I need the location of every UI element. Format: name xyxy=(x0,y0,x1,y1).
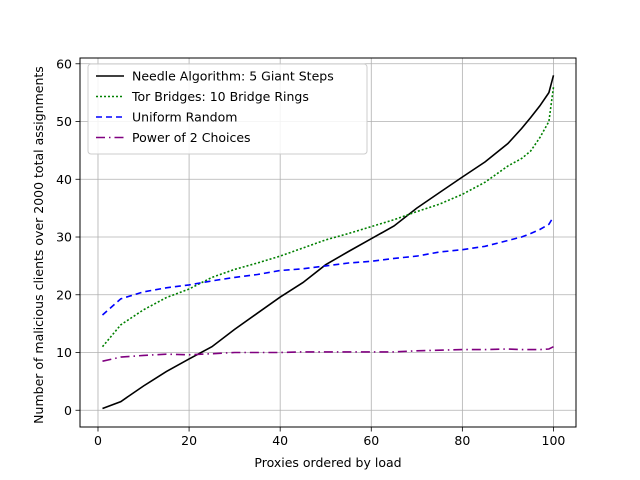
series-line-needle-algorithm-5-giant-steps xyxy=(102,75,555,410)
legend-box xyxy=(87,63,368,155)
legend-label: Tor Bridges: 10 Bridge Rings xyxy=(131,89,309,104)
x-tick-label: 40 xyxy=(272,433,288,448)
legend: Needle Algorithm: 5 Giant Steps Tor Bridg… xyxy=(87,63,368,155)
plot-frame xyxy=(79,57,577,428)
y-tick-label: 30 xyxy=(56,230,72,245)
legend-label: Power of 2 Choices xyxy=(132,130,251,145)
y-tick-label: 40 xyxy=(56,172,72,187)
x-tick-label: 80 xyxy=(454,433,470,448)
series-line-uniform-random xyxy=(101,216,555,316)
series-line-power-of-2-choices xyxy=(102,345,554,362)
y-tick-label: 0 xyxy=(64,403,72,418)
series-lines xyxy=(101,75,555,410)
y-tick-label: 60 xyxy=(56,56,72,71)
x-tick-label: 60 xyxy=(363,433,379,448)
legend-label: Needle Algorithm: 5 Giant Steps xyxy=(132,69,334,84)
x-tick-label: 20 xyxy=(181,433,197,448)
x-axis-ticks: 0 20 40 60 80 100 xyxy=(94,427,565,448)
x-axis-label: Proxies ordered by load xyxy=(254,455,401,470)
y-axis-ticks: 0 10 20 30 40 50 60 xyxy=(56,56,80,418)
y-axis-label: Number of malicious clients over 2000 to… xyxy=(31,66,46,424)
y-tick-label: 10 xyxy=(56,345,72,360)
y-tick-label: 20 xyxy=(56,287,72,302)
y-tick-label: 50 xyxy=(56,114,72,129)
x-tick-label: 0 xyxy=(94,433,102,448)
legend-label: Uniform Random xyxy=(132,110,237,125)
x-tick-label: 100 xyxy=(542,433,566,448)
series-line-tor-bridges-10-bridge-rings xyxy=(101,86,555,348)
